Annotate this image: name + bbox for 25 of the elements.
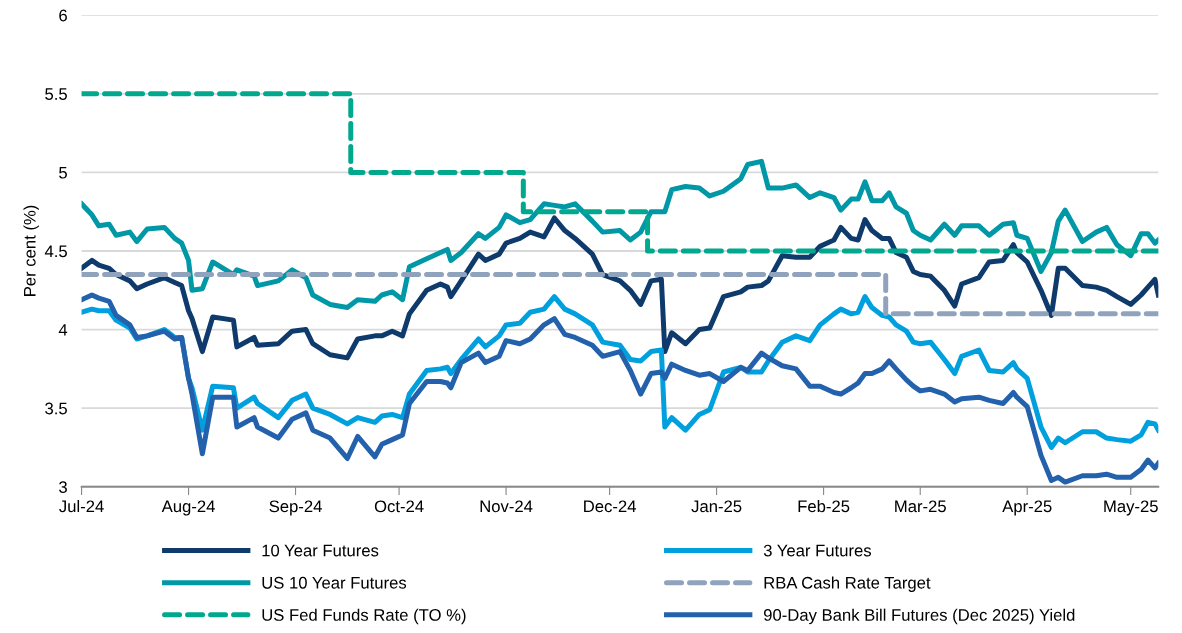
x-tick-label: Oct-24 (374, 500, 424, 513)
x-tick-label: Mar-25 (895, 500, 946, 513)
y-tick-label: 3 (59, 481, 67, 493)
x-tick-label: Feb-25 (798, 499, 850, 513)
legend-label: US 10 Year Futures (262, 576, 407, 589)
legend-label: 10 Year Futures (262, 544, 379, 557)
y-tick-label: 5 (59, 166, 67, 179)
x-tick-label: Aug-24 (161, 500, 215, 516)
x-tick-label: Nov-24 (480, 500, 533, 513)
y-tick-label: 5.5 (45, 88, 67, 100)
legend-label: 3 Year Futures (763, 544, 872, 557)
x-tick-label: Jul-24 (59, 499, 104, 513)
legend-label: US Fed Funds Rate (TO %) (262, 608, 466, 625)
x-tick-label: Sep-24 (269, 500, 322, 516)
y-tick-label: 6 (59, 9, 67, 22)
y-tick-label: 4.5 (44, 245, 67, 258)
y-tick-label: 3.5 (45, 402, 67, 415)
y-axis-title: Per cent (%) (23, 205, 39, 296)
x-tick-label: Apr-25 (1002, 500, 1052, 516)
x-tick-label: Jan-25 (691, 500, 742, 513)
x-tick-label: May-25 (1104, 500, 1158, 516)
y-tick-label: 4 (58, 324, 68, 336)
legend-label: RBA Cash Rate Target (764, 576, 931, 592)
legend-label: 90-Day Bank Bill Futures (Dec 2025) Yield (763, 608, 1075, 625)
x-tick-label: Dec-24 (584, 500, 636, 513)
